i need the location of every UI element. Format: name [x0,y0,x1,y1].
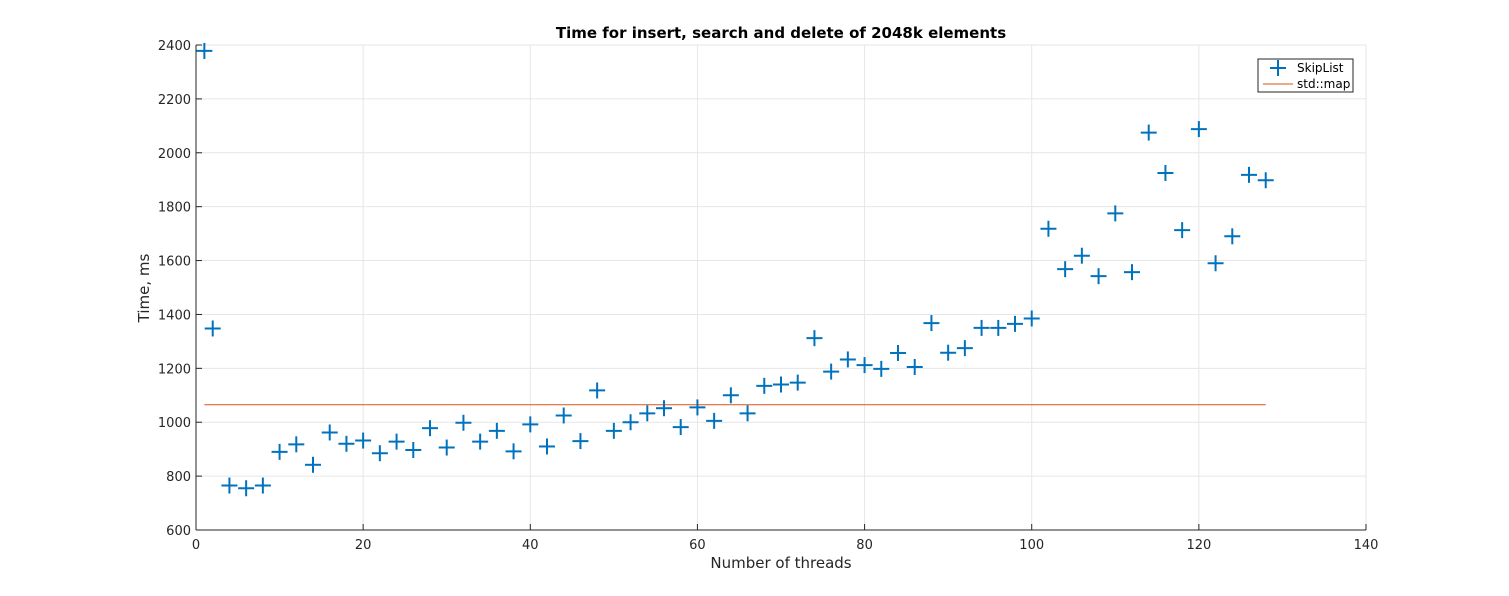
y-tick-label: 1000 [158,416,191,431]
skiplist-point [321,424,338,441]
skiplist-point [689,399,706,416]
skiplist-point [756,377,773,394]
x-tick-label: 100 [1019,538,1044,553]
x-tick-label: 60 [689,538,706,553]
skiplist-point [1124,264,1140,281]
skiplist-point [1207,255,1224,272]
x-tick-label: 0 [192,538,200,553]
skiplist-point [288,436,305,453]
x-tick-label: 80 [856,538,873,553]
y-tick-label: 1800 [158,201,191,216]
skiplist-point [622,414,639,431]
skiplist-point [890,344,906,361]
skiplist-point [1023,310,1040,327]
skiplist-point [923,315,940,332]
skiplist-point [204,320,221,337]
skiplist-point [856,357,873,374]
skiplist-point [1190,121,1207,138]
skiplist-point [1007,315,1023,332]
skiplist-point [722,387,739,404]
y-tick-label: 2000 [158,147,191,162]
x-axis-label: Number of threads [710,554,851,572]
skiplist-point [706,412,723,429]
skiplist-point [773,376,789,393]
skiplist-point [572,433,589,450]
skiplist-point [488,422,505,439]
y-tick-label: 1200 [158,362,191,377]
skiplist-point [639,405,656,422]
skiplist-point [305,456,321,473]
skiplist-point [522,416,539,433]
legend-label-std-map: std::map [1297,77,1350,91]
y-ticks: 600 800 1000 1200 1400 1600 1800 2000 2200 2400 [158,39,202,539]
x-ticks: 0 20 40 60 80 100 120 140 [192,524,1379,553]
skiplist-point [656,400,672,417]
y-tick-label: 1600 [158,255,191,270]
skiplist-point [1174,222,1191,239]
y-tick-label: 1400 [158,308,191,323]
skiplist-point [739,405,756,422]
y-tick-label: 600 [166,524,191,539]
skiplist-point [338,435,355,452]
skiplist-point [1257,172,1274,189]
axes [195,45,1366,531]
y-tick-label: 800 [166,470,191,485]
skiplist-point [589,382,606,399]
chart-title: Time for insert, search and delete of 20… [556,24,1006,42]
skiplist-point [990,319,1007,336]
y-axis-label: Time, ms [135,253,153,323]
skiplist-point [973,319,990,336]
legend-box [1257,58,1354,93]
skiplist-point [455,414,472,431]
legend: SkipList std::map [1257,58,1354,93]
x-tick-label: 20 [355,538,372,553]
skiplist-point [555,407,572,424]
skiplist-point [672,419,689,436]
x-tick-label: 120 [1186,538,1211,553]
skiplist-point [388,433,405,450]
grid [195,44,1367,531]
skiplist-point [873,360,890,377]
skiplist-point [505,443,522,460]
plot-area [196,45,1366,530]
skiplist-point [605,422,622,439]
skiplist-point [1157,164,1174,181]
legend-label-skiplist: SkipList [1297,61,1344,75]
skiplist-point [371,445,388,462]
skiplist-point [1224,228,1241,245]
skiplist-point [1241,166,1257,183]
skiplist-point [355,432,372,449]
skiplist-point [271,443,288,460]
skiplist-point [1057,261,1074,278]
skiplist-point [789,374,806,391]
x-tick-label: 140 [1354,538,1379,553]
skiplist-point [839,351,856,368]
skiplist-point [539,438,555,455]
skiplist-point [405,441,422,458]
skiplist-point [254,477,271,494]
skiplist-point [823,363,840,380]
series-skiplist [196,42,1274,497]
skiplist-point [956,340,973,357]
x-tick-label: 40 [522,538,539,553]
skiplist-point [1090,268,1107,285]
skiplist-point [1073,247,1090,264]
skiplist-point [1107,205,1124,222]
skiplist-point [806,330,823,347]
skiplist-point [906,358,923,375]
y-tick-label: 2400 [158,39,191,54]
skiplist-point [196,42,213,59]
y-tick-label: 2200 [158,93,191,108]
skiplist-point [1040,220,1057,237]
skiplist-point [472,433,489,450]
skiplist-point [221,477,238,494]
skiplist-point [1140,124,1157,141]
skiplist-point [238,480,255,497]
skiplist-point [422,420,438,437]
skiplist-point [438,439,455,456]
skiplist-point [940,344,957,361]
